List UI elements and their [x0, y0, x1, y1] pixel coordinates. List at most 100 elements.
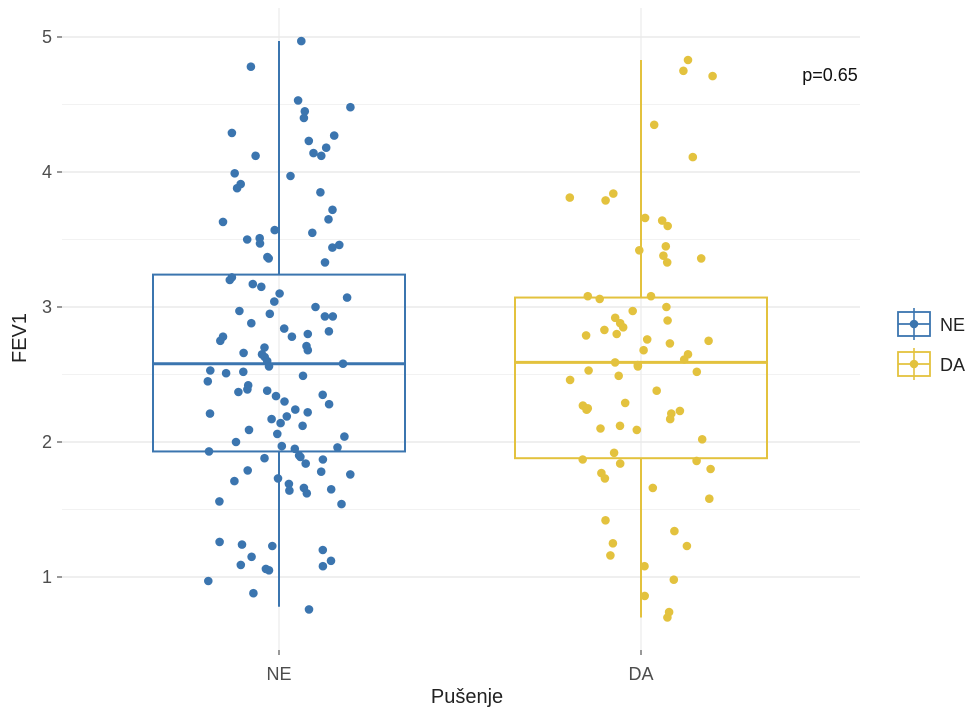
data-point-da [696, 254, 706, 263]
data-point-da [657, 216, 667, 225]
data-point-ne [243, 466, 252, 475]
data-point-ne [329, 131, 339, 140]
data-point-ne [328, 243, 337, 252]
data-point-ne [239, 348, 248, 358]
data-point-ne [216, 336, 225, 346]
data-point-ne [299, 113, 309, 123]
data-point-da [652, 386, 661, 396]
data-point-ne [321, 143, 331, 152]
data-point-da [635, 246, 644, 255]
data-point-ne [276, 418, 285, 428]
data-point-ne [251, 151, 260, 161]
data-point-ne [326, 556, 336, 566]
x-tick-label: DA [628, 664, 653, 684]
legend: NE DA [897, 308, 965, 380]
data-point-ne [335, 240, 344, 250]
data-point-ne [218, 217, 228, 227]
data-point-ne [244, 425, 254, 435]
data-point-ne [242, 235, 252, 244]
data-point-da [663, 221, 672, 231]
data-point-da [706, 464, 715, 474]
data-point-ne [284, 479, 294, 489]
data-point-ne [225, 275, 235, 285]
data-point-ne [346, 102, 355, 112]
data-point-ne [246, 62, 256, 71]
x-tick-label: NE [266, 664, 291, 684]
data-point-da [679, 66, 688, 76]
data-point-da [618, 323, 628, 332]
data-point-da [584, 366, 593, 375]
data-point-ne [264, 362, 274, 371]
data-point-ne [270, 225, 280, 235]
legend-key-point [909, 359, 919, 369]
data-point-ne [279, 324, 289, 333]
data-point-ne [227, 128, 237, 138]
data-point-da [659, 251, 668, 260]
data-point-da [683, 55, 693, 65]
data-point-da [632, 425, 642, 435]
data-point-da [692, 456, 701, 466]
data-point-da [620, 398, 630, 408]
data-point-da [708, 71, 717, 81]
data-point-ne [318, 390, 328, 400]
data-point-ne [280, 397, 289, 406]
data-point-da [628, 306, 637, 316]
data-point-ne [243, 385, 252, 394]
data-point-da [565, 375, 575, 385]
data-point-da [663, 613, 672, 622]
data-point-ne [257, 282, 266, 292]
data-point-da [704, 336, 713, 346]
legend-item-da: DA [897, 348, 965, 380]
y-axis-title: FEV1 [9, 313, 31, 363]
data-point-ne [232, 183, 242, 193]
data-point-ne [324, 215, 333, 224]
data-point-ne [267, 414, 276, 424]
data-point-ne [296, 452, 305, 462]
data-point-da [600, 474, 610, 483]
boxplot-ne [152, 41, 406, 607]
legend-label: NE [940, 315, 965, 335]
data-point-ne [302, 489, 312, 498]
boxplot-da [514, 59, 768, 618]
data-point-da [578, 455, 587, 464]
data-point-ne [287, 332, 297, 342]
data-point-da [615, 459, 625, 468]
data-point-ne [324, 399, 334, 409]
data-point-ne [277, 441, 287, 451]
data-point-da [596, 424, 605, 433]
data-point-ne [264, 254, 274, 263]
data-point-da [610, 358, 620, 367]
data-point-ne [318, 545, 328, 555]
data-point-da [663, 316, 672, 325]
data-point-ne [303, 329, 313, 339]
data-point-ne [333, 443, 342, 452]
y-axis-ticks: 1 2 3 4 5 [42, 27, 62, 587]
data-point-ne [249, 588, 258, 598]
p-value-annotation: p=0.65 [802, 65, 858, 85]
data-point-da [661, 242, 671, 251]
data-point-ne [204, 576, 213, 586]
data-point-ne [301, 459, 311, 468]
data-point-ne [324, 327, 334, 336]
y-tick-label: 1 [42, 567, 52, 587]
data-point-da [595, 294, 604, 304]
data-point-ne [290, 444, 300, 454]
data-point-ne [234, 387, 243, 397]
data-point-da [581, 331, 591, 340]
data-point-ne [268, 541, 277, 551]
jitter-points [203, 36, 717, 622]
data-point-ne [264, 566, 274, 575]
data-point-ne [291, 405, 300, 414]
data-point-da [662, 302, 671, 312]
data-point-da [646, 291, 656, 301]
legend-label: DA [940, 355, 965, 375]
data-point-da [609, 448, 619, 458]
data-point-da [583, 291, 593, 301]
data-point-ne [270, 297, 279, 306]
data-point-da [615, 421, 625, 431]
data-point-ne [262, 386, 272, 396]
data-point-da [601, 516, 610, 525]
data-point-da [614, 371, 623, 381]
data-point-ne [260, 453, 269, 463]
data-point-ne [297, 36, 306, 46]
